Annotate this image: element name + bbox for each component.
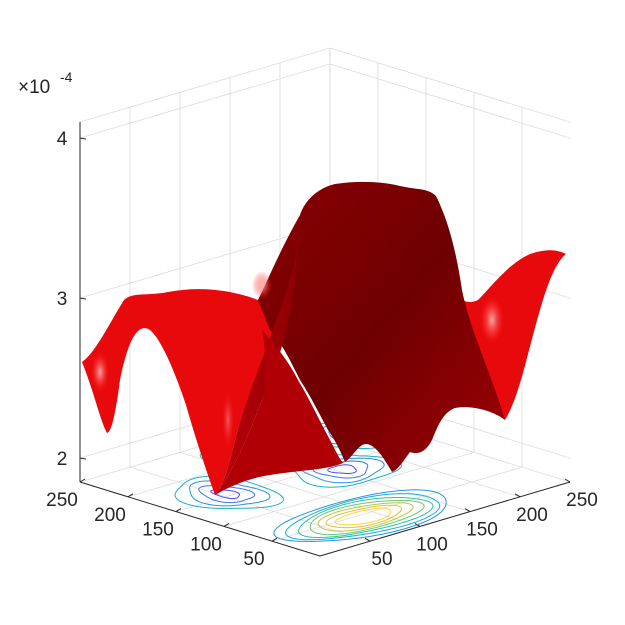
surface-plot <box>82 181 566 495</box>
x-tick-label-100: 100 <box>416 534 448 555</box>
contour-line <box>317 502 414 532</box>
surface-central-peak <box>258 181 505 473</box>
floor-grid-y-50 <box>271 466 523 542</box>
z-exponent-label: ×10 -4 <box>18 69 73 98</box>
surface-front-face <box>215 330 345 495</box>
z-tick-label-2: 2 <box>57 449 68 470</box>
x-tick-150 <box>464 508 471 513</box>
y-tick-label-200: 200 <box>94 505 126 526</box>
surface-left-lobe <box>82 230 300 495</box>
z-tick-2 <box>79 457 87 460</box>
z-tick-label-4: 4 <box>57 129 68 150</box>
contour-line <box>273 489 447 542</box>
y-tick-label-100: 100 <box>190 534 222 555</box>
x-tick-label-150: 150 <box>466 520 498 541</box>
y-tick-250 <box>79 478 86 483</box>
x-tick-50 <box>364 537 371 542</box>
x-tick-label-200: 200 <box>516 505 548 526</box>
tick-labels: 50 100 150 200 250 50 100 150 200 250 2 3 4 <box>46 129 598 570</box>
x-tick-200 <box>514 493 521 498</box>
y-tick-label-150: 150 <box>142 520 174 541</box>
x-tick-250 <box>564 478 571 483</box>
contour-line <box>284 493 441 541</box>
surface-highlight-center <box>252 271 272 299</box>
y-tick-200 <box>127 493 134 498</box>
top-back-edge <box>79 47 571 123</box>
contour-line <box>325 504 403 529</box>
contour-line <box>334 507 392 526</box>
x-tick-label-250: 250 <box>566 490 598 511</box>
contour-line <box>174 475 284 509</box>
floor-grid-y-100 <box>223 452 475 527</box>
y-axis-line <box>79 481 321 557</box>
contour-line <box>309 499 425 536</box>
z-tick-3 <box>79 297 87 300</box>
y-tick-label-50: 50 <box>243 549 264 570</box>
axis-lines <box>79 122 571 557</box>
z-exponent-prefix: ×10 <box>18 77 50 98</box>
z-tick-label-3: 3 <box>57 289 68 310</box>
grid-line-z-4 <box>79 63 571 139</box>
y-tick-100 <box>223 522 230 527</box>
surface-highlight-right <box>480 296 504 344</box>
z-exponent-power: -4 <box>60 69 73 85</box>
y-tick-150 <box>175 508 182 513</box>
contour-line <box>297 497 434 539</box>
x-tick-label-50: 50 <box>371 549 392 570</box>
floor-grid-x-50 <box>129 466 371 542</box>
z-tick-4 <box>79 137 87 140</box>
y-tick-50 <box>271 537 278 542</box>
x-axis-line <box>319 481 571 557</box>
surface-highlight-front <box>222 390 234 450</box>
surface-highlight-left <box>91 352 109 392</box>
contour-line <box>327 464 357 474</box>
surface-right-lobe <box>450 250 566 420</box>
y-tick-label-250: 250 <box>46 490 78 511</box>
